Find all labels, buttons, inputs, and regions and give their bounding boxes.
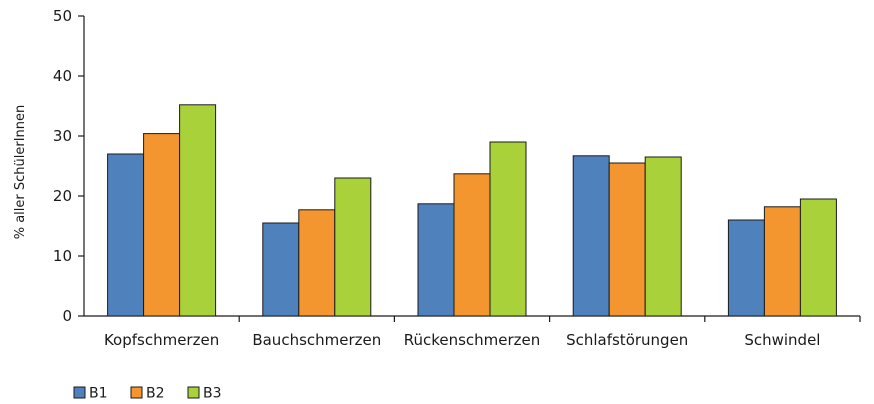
bar-b2-1 (298, 209, 336, 317)
legend-swatch-b3 (187, 386, 200, 399)
x-category-label: Bauchschmerzen (252, 331, 381, 349)
bar-b2-2 (453, 173, 491, 317)
bar-b1-3 (572, 155, 610, 317)
legend-label: B2 (146, 386, 165, 402)
bar-b3-2 (489, 141, 527, 317)
y-tick-label: 30 (53, 127, 72, 145)
bar-b3-4 (799, 198, 837, 317)
x-category-label: Schlafstörungen (566, 331, 688, 349)
bar-b3-1 (334, 177, 372, 317)
y-tick-label: 50 (53, 7, 72, 25)
bar-b2-0 (143, 133, 181, 317)
legend-swatch-b1 (73, 386, 86, 399)
bar-b2-4 (763, 206, 801, 317)
bar-b3-3 (644, 156, 682, 317)
y-tick-label: 20 (53, 187, 72, 205)
legend: B1 B2 B3 (73, 386, 222, 402)
y-tick-label: 10 (53, 247, 72, 265)
legend-label: B1 (89, 386, 108, 402)
y-axis-title: % aller SchülerInnen (13, 105, 28, 240)
x-category-label: Kopfschmerzen (104, 331, 219, 349)
x-axis-labels: Kopfschmerzen Bauchschmerzen Rückenschmerz… (104, 316, 861, 349)
x-category-label: Schwindel (744, 331, 820, 349)
y-axis-ticks: 0 10 20 30 40 50 (53, 7, 84, 325)
x-category-label: Rückenschmerzen (404, 331, 541, 349)
y-tick-label: 40 (53, 67, 72, 85)
legend-swatch-b2 (130, 386, 143, 399)
y-tick-label: 0 (62, 307, 72, 325)
bar-b1-1 (262, 222, 300, 317)
bar-b2-3 (608, 162, 646, 317)
bar-b1-4 (727, 219, 765, 317)
bar-b1-0 (107, 153, 145, 317)
bars (107, 104, 837, 317)
bar-b1-2 (417, 203, 455, 317)
legend-label: B3 (203, 386, 222, 402)
bar-b3-0 (179, 104, 217, 317)
